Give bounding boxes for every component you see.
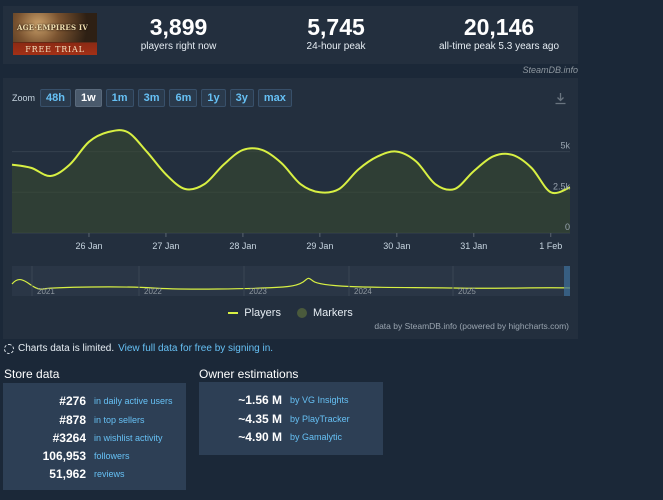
chart-area-fill xyxy=(12,130,570,233)
zoom-max-button[interactable]: max xyxy=(257,89,292,107)
limited-note-text: Charts data is limited. xyxy=(18,343,115,354)
zoom-1y-button[interactable]: 1y xyxy=(201,89,226,107)
chart-credit: data by SteamDB.info (powered by highcha… xyxy=(374,321,569,331)
stat-label: all-time peak 5.3 years ago xyxy=(438,41,560,52)
stat-current-players: 3,899 players right now xyxy=(131,14,226,52)
limited-data-note: Charts data is limited. View full data f… xyxy=(4,343,273,354)
sign-in-link[interactable]: View full data for free by signing in. xyxy=(118,343,274,354)
stat-value: 20,146 xyxy=(463,14,535,40)
chart-x-axis: 26 Jan 27 Jan 28 Jan 29 Jan 30 Jan 31 Jan 1 Fe… xyxy=(75,233,562,251)
stat-24h-peak: 5,745 24-hour peak xyxy=(286,14,386,52)
free-trial-label: FREE TRIAL xyxy=(25,45,85,54)
zoom-label: Zoom xyxy=(12,93,36,103)
y-tick-label: 2.5k xyxy=(553,181,571,191)
store-row: #878 in top sellers xyxy=(3,411,186,429)
zoom-1w-button[interactable]: 1w xyxy=(74,89,102,107)
store-row: 51,962 reviews xyxy=(3,465,186,483)
loading-icon xyxy=(4,343,14,354)
store-label-link[interactable]: in wishlist activity xyxy=(94,433,163,443)
zoom-3y-button[interactable]: 3y xyxy=(229,89,254,107)
stat-label: 24-hour peak xyxy=(306,41,366,52)
store-label-link[interactable]: followers xyxy=(94,451,130,461)
store-data-title: Store data xyxy=(4,367,60,381)
x-tick-label: 27 Jan xyxy=(152,241,179,251)
owner-source-link[interactable]: by Gamalytic xyxy=(290,432,343,442)
owner-value: ~4.35 M xyxy=(238,412,282,426)
stat-all-time-peak: 20,146 all-time peak 5.3 years ago xyxy=(423,14,575,52)
player-chart-panel: Zoom 48h 1w 1m 3m 6m 1y 3y max 26 Jan 27 … xyxy=(3,78,578,339)
stat-value: 3,899 xyxy=(149,14,208,40)
zoom-48h-button[interactable]: 48h xyxy=(40,89,71,107)
legend-players-label: Players xyxy=(244,307,281,319)
markers-dot-swatch xyxy=(296,308,307,318)
store-label-link[interactable]: in top sellers xyxy=(94,415,145,425)
legend-players[interactable]: Players xyxy=(228,307,281,319)
y-tick-label: 5k xyxy=(560,141,570,151)
owner-value: ~1.56 M xyxy=(238,393,282,407)
stat-label: players right now xyxy=(140,41,217,52)
store-value: #3264 xyxy=(52,431,86,445)
navigator-year-label: 2023 xyxy=(249,287,267,296)
zoom-controls: Zoom 48h 1w 1m 3m 6m 1y 3y max xyxy=(12,89,296,107)
navigator-year-label: 2022 xyxy=(144,287,162,296)
store-row: 106,953 followers xyxy=(3,447,186,465)
game-logo-text: AGE·EMPIRES IV xyxy=(17,23,88,32)
navigator-year-labels: 2021 2022 2023 2024 2025 xyxy=(31,266,476,296)
player-stats-panel: AGE·EMPIRES IV FREE TRIAL 3,899 players … xyxy=(3,6,578,64)
owner-estimations-box: ~1.56 M by VG Insights ~4.35 M by PlayTr… xyxy=(199,382,383,455)
navigator-background xyxy=(12,266,570,296)
store-value: 51,962 xyxy=(49,467,86,481)
zoom-3m-button[interactable]: 3m xyxy=(137,89,166,107)
chart-navigator[interactable]: 2021 2022 2023 2024 2025 xyxy=(11,266,571,296)
navigator-year-label: 2025 xyxy=(458,287,476,296)
chart-series-line xyxy=(11,129,571,195)
x-tick-label: 1 Feb xyxy=(539,241,562,251)
store-value: 106,953 xyxy=(42,449,86,463)
x-tick-label: 28 Jan xyxy=(229,241,256,251)
owner-row: ~1.56 M by VG Insights xyxy=(199,391,383,409)
owner-source-link[interactable]: by PlayTracker xyxy=(290,414,350,424)
store-label-link[interactable]: in daily active users xyxy=(94,396,173,406)
y-tick-label: 0 xyxy=(565,222,570,232)
owner-row: ~4.90 M by Gamalytic xyxy=(199,428,383,446)
game-art xyxy=(13,13,97,42)
chart-y-axis: 0 2.5k 5k xyxy=(553,141,571,232)
store-data-box: #276 in daily active users #878 in top s… xyxy=(3,383,186,490)
x-tick-label: 29 Jan xyxy=(306,241,333,251)
x-tick-label: 26 Jan xyxy=(75,241,102,251)
zoom-6m-button[interactable]: 6m xyxy=(169,89,198,107)
game-thumbnail[interactable]: AGE·EMPIRES IV FREE TRIAL xyxy=(13,13,97,55)
navigator-range-handle[interactable] xyxy=(564,266,570,296)
navigator-year-label: 2021 xyxy=(37,287,55,296)
store-row: #3264 in wishlist activity xyxy=(3,429,186,447)
legend-markers-label: Markers xyxy=(312,307,353,319)
download-icon[interactable] xyxy=(554,92,567,105)
store-value: #878 xyxy=(59,413,86,427)
owner-row: ~4.35 M by PlayTracker xyxy=(199,410,383,428)
x-tick-label: 31 Jan xyxy=(460,241,487,251)
steamdb-credit: SteamDB.info xyxy=(522,65,578,75)
owner-value: ~4.90 M xyxy=(238,430,282,444)
players-series-line[interactable] xyxy=(11,129,571,195)
navigator-year-label: 2024 xyxy=(354,287,372,296)
stat-value: 5,745 xyxy=(307,14,365,40)
player-count-chart[interactable]: 26 Jan 27 Jan 28 Jan 29 Jan 30 Jan 31 Jan 1 Fe… xyxy=(3,111,578,306)
x-tick-label: 30 Jan xyxy=(383,241,410,251)
legend-markers[interactable]: Markers xyxy=(296,307,353,319)
store-row: #276 in daily active users xyxy=(3,392,186,410)
chart-legend: Players Markers xyxy=(3,307,578,319)
store-value: #276 xyxy=(59,394,86,408)
players-line-swatch xyxy=(228,312,239,314)
zoom-1m-button[interactable]: 1m xyxy=(105,89,134,107)
owner-source-link[interactable]: by VG Insights xyxy=(290,395,349,405)
store-label-link[interactable]: reviews xyxy=(94,469,125,479)
players-area xyxy=(12,130,570,233)
owner-estimations-title: Owner estimations xyxy=(199,367,299,381)
